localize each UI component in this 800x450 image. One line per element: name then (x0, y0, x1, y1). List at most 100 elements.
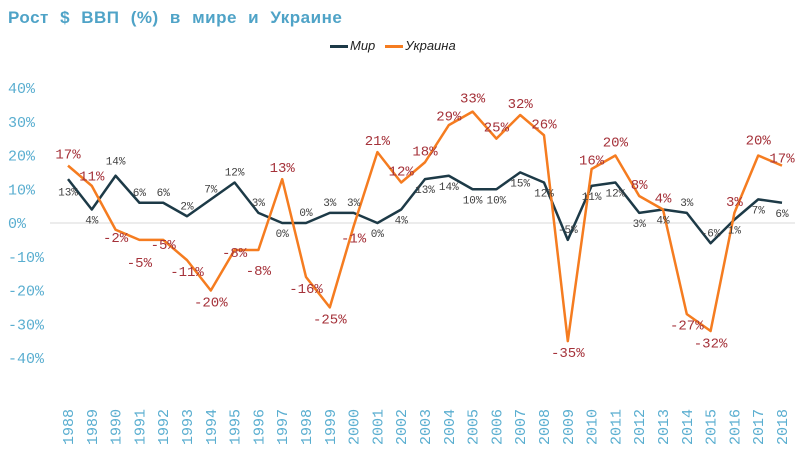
legend: Мир Украина (330, 38, 456, 53)
y-tick-label: 10% (8, 182, 36, 199)
x-tick-label: 1999 (323, 409, 340, 445)
y-tick-label: 20% (8, 149, 36, 166)
x-tick-label: 2003 (418, 409, 435, 445)
data-label-ukraine: 11% (79, 170, 105, 186)
data-label-world: 7% (752, 205, 766, 217)
x-tick-label: 1993 (180, 409, 197, 445)
data-label-ukraine: 29% (436, 109, 462, 125)
data-label-world: 7% (204, 184, 218, 196)
data-label-ukraine: 32% (508, 97, 534, 113)
data-label-ukraine: -5% (127, 256, 153, 272)
data-label-ukraine: 26% (531, 117, 557, 133)
data-label-world: 12% (605, 189, 625, 201)
x-tick-label: 1989 (85, 409, 102, 445)
data-label-ukraine: 25% (484, 121, 510, 137)
data-label-ukraine: -1% (341, 231, 367, 247)
data-label-world: 15% (510, 178, 530, 190)
data-label-world: 0% (276, 229, 290, 241)
x-tick-label: 1995 (228, 409, 245, 445)
y-tick-label: -10% (8, 250, 45, 267)
data-label-ukraine: -32% (694, 337, 728, 353)
legend-item-world: Мир (330, 38, 375, 53)
data-label-world: 6% (157, 188, 171, 200)
x-tick-label: 1994 (204, 409, 221, 445)
data-label-world: 3% (323, 198, 337, 210)
data-label-ukraine: 8% (631, 178, 648, 194)
data-label-world: 3% (252, 198, 266, 210)
x-tick-label: 1991 (132, 409, 149, 445)
y-tick-label: 0% (8, 216, 27, 233)
data-label-ukraine: 21% (365, 134, 391, 150)
data-label-ukraine: 3% (726, 195, 743, 211)
data-label-ukraine: -2% (103, 231, 129, 247)
data-label-ukraine: 17% (769, 152, 795, 168)
x-tick-label: 2014 (680, 409, 697, 445)
data-label-ukraine: -11% (170, 265, 204, 281)
data-label-world: 1% (728, 226, 742, 238)
x-tick-label: 2016 (727, 409, 744, 445)
data-label-ukraine: -16% (289, 282, 323, 298)
data-label-world: 4% (85, 216, 99, 228)
data-label-world: 6% (775, 209, 789, 221)
data-label-world: 10% (463, 195, 483, 207)
data-label-ukraine: -25% (313, 312, 347, 328)
data-label-ukraine: -8% (246, 264, 272, 280)
x-tick-label: 2008 (537, 409, 554, 445)
data-label-world: 3% (680, 198, 694, 210)
legend-label: Мир (350, 38, 376, 53)
x-tick-label: 1990 (109, 409, 126, 445)
y-tick-label: -30% (8, 317, 45, 334)
data-label-world: 14% (439, 182, 459, 194)
data-label-ukraine: 12% (389, 165, 415, 181)
y-tick-label: -20% (8, 284, 45, 301)
data-label-ukraine: -20% (194, 296, 228, 312)
data-label-world: 14% (106, 156, 126, 168)
data-label-world: -5% (558, 225, 578, 237)
x-tick-label: 2015 (704, 409, 721, 445)
data-label-ukraine: 13% (270, 161, 296, 177)
x-tick-label: 2005 (466, 409, 483, 445)
chart-title: Рост $ ВВП (%) в мире и Украине (8, 8, 343, 27)
x-tick-label: 2001 (370, 409, 387, 445)
data-label-ukraine: 17% (55, 148, 81, 164)
x-tick-label: 2018 (775, 409, 792, 445)
x-tick-label: 2011 (608, 409, 625, 445)
data-label-world: 10% (486, 195, 506, 207)
data-label-world: 4% (656, 216, 670, 228)
data-label-world: 13% (415, 185, 435, 197)
series-line-ukraine (67, 110, 783, 343)
data-label-ukraine: 20% (746, 134, 772, 150)
x-tick-label: 1997 (275, 409, 292, 445)
y-tick-label: 30% (8, 115, 36, 132)
data-label-ukraine: -35% (551, 346, 585, 362)
data-label-world: 0% (299, 208, 313, 220)
data-label-world: 2% (180, 201, 194, 213)
legend-swatch-world (330, 45, 348, 49)
x-tick-label: 1988 (61, 409, 78, 445)
x-tick-label: 2009 (561, 409, 578, 445)
data-label-ukraine: -5% (151, 238, 177, 254)
x-tick-label: 1998 (299, 409, 316, 445)
data-label-ukraine: 33% (460, 91, 486, 107)
data-label-world: 13% (58, 188, 78, 200)
data-label-ukraine: 4% (655, 192, 672, 208)
data-label-ukraine: 20% (603, 135, 629, 151)
legend-item-ukraine: Украина (385, 38, 456, 53)
data-label-world: 12% (534, 189, 554, 201)
data-label-world: 3% (633, 219, 647, 231)
x-tick-label: 2017 (751, 409, 768, 445)
data-label-ukraine: -27% (670, 319, 704, 335)
data-label-ukraine: 16% (579, 153, 605, 169)
x-tick-label: 2010 (585, 409, 602, 445)
x-tick-label: 2013 (656, 409, 673, 445)
data-label-world: 11% (582, 192, 602, 204)
x-tick-label: 2006 (489, 409, 506, 445)
data-label-world: -6% (701, 228, 721, 240)
x-tick-label: 2002 (394, 409, 411, 445)
data-label-ukraine: -8% (222, 246, 248, 262)
data-label-world: 4% (395, 216, 409, 228)
x-tick-label: 2012 (632, 409, 649, 445)
data-label-world: 0% (371, 229, 385, 241)
data-label-world: 12% (225, 168, 245, 180)
